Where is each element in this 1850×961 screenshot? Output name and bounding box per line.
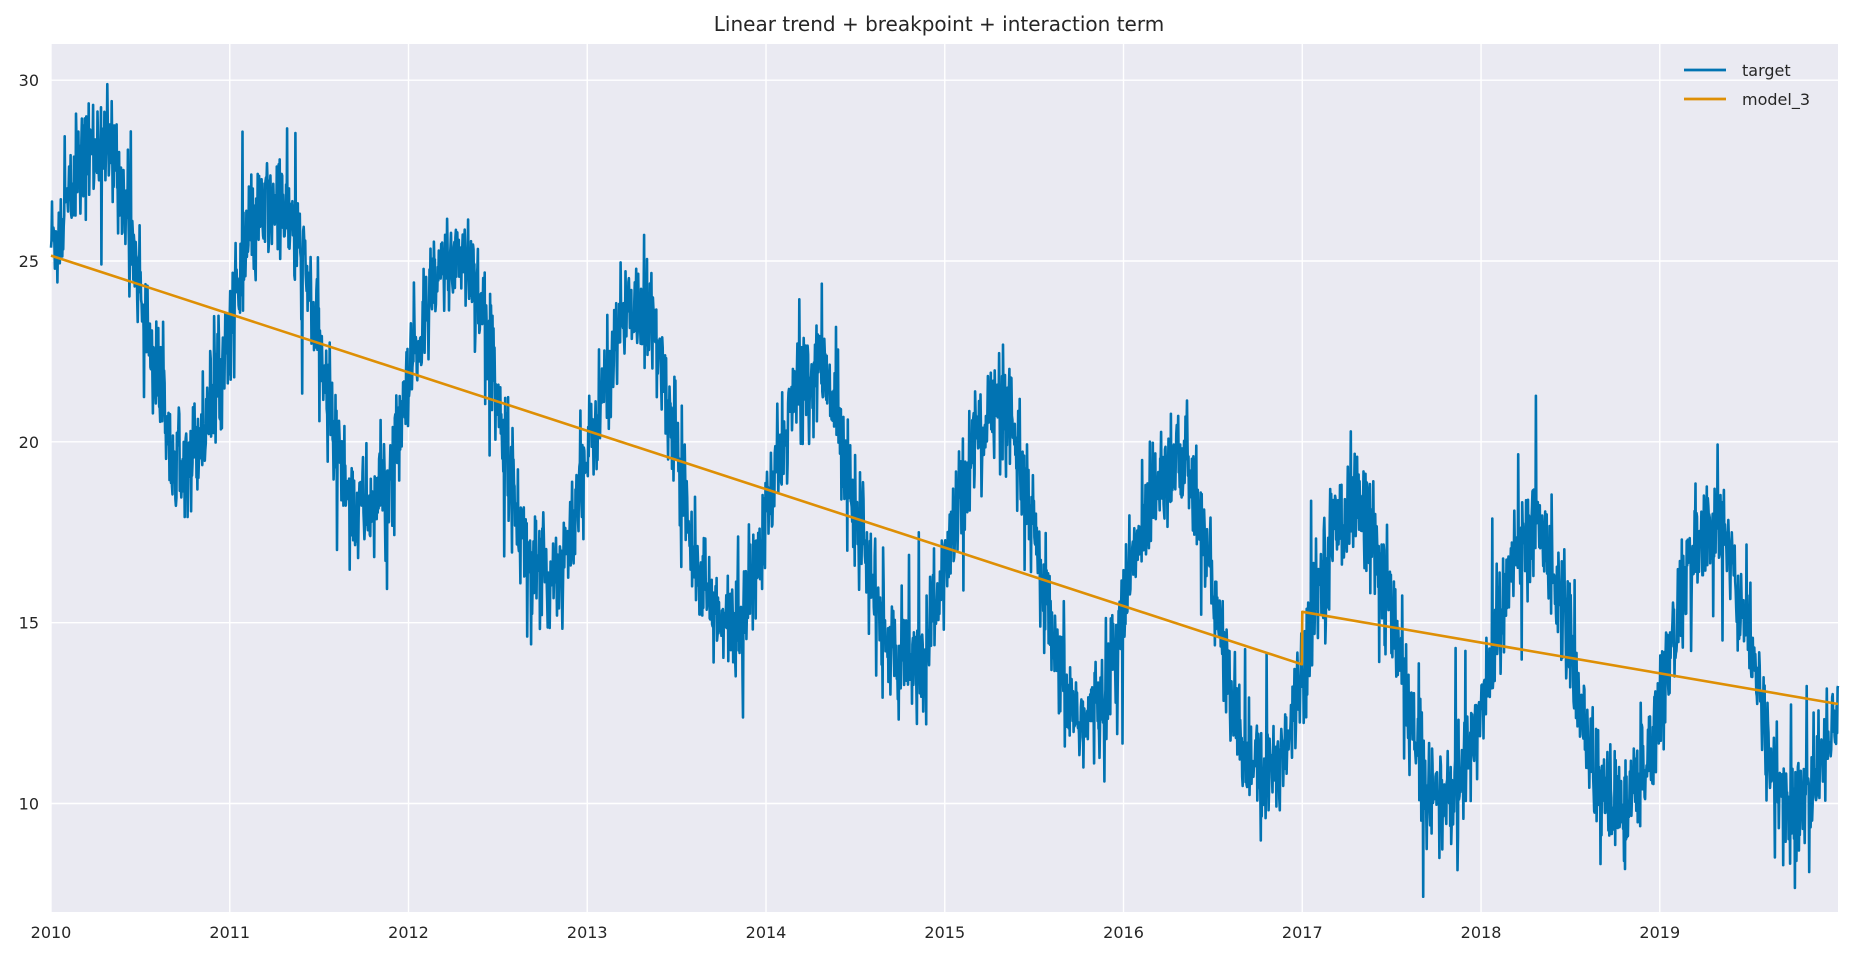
x-tick-label: 2012	[388, 923, 429, 942]
x-tick-label: 2018	[1461, 923, 1502, 942]
x-tick-label: 2010	[31, 923, 72, 942]
tick-labels: 2010 2011 2012 2013 2014 2015 2016 2017 2018 2019…	[19, 71, 1681, 942]
x-tick-label: 2014	[746, 923, 787, 942]
y-tick-label: 30	[19, 71, 39, 90]
y-tick-label: 20	[19, 433, 39, 452]
series-lines	[49, 82, 1840, 898]
y-tick-label: 15	[19, 614, 39, 633]
legend-label: target	[1742, 61, 1791, 80]
grid-lines	[50, 44, 1838, 912]
legend: target model_3	[1684, 61, 1810, 110]
y-tick-label: 10	[19, 795, 39, 814]
x-tick-label: 2015	[924, 923, 965, 942]
series-target-line	[49, 82, 1840, 898]
y-tick-label: 25	[19, 252, 39, 271]
x-tick-label: 2011	[209, 923, 250, 942]
x-tick-label: 2016	[1103, 923, 1144, 942]
x-tick-label: 2017	[1282, 923, 1323, 942]
x-tick-label: 2019	[1639, 923, 1680, 942]
chart-title: Linear trend + breakpoint + interaction …	[714, 12, 1164, 36]
x-tick-label: 2013	[567, 923, 608, 942]
series-model-3-line	[50, 254, 1839, 706]
legend-label: model_3	[1742, 90, 1810, 110]
